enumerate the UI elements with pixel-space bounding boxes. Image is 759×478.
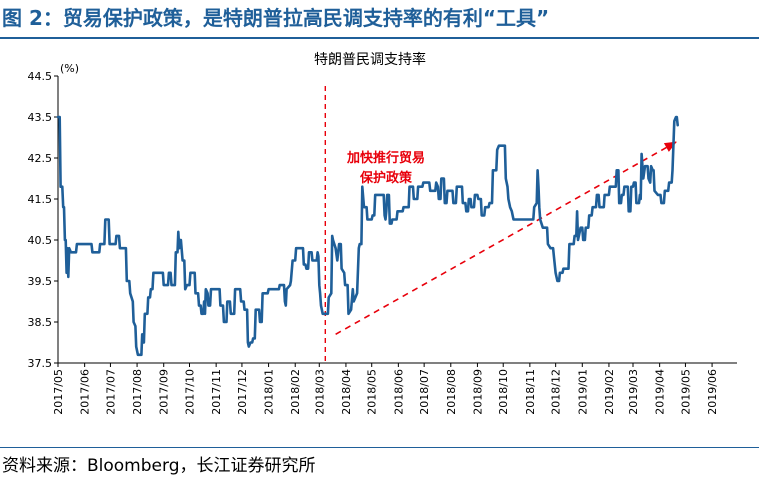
- x-tick-label: 2018/03: [313, 369, 326, 415]
- y-tick-label: 40.5: [28, 234, 53, 247]
- x-tick-label: 2017/08: [131, 369, 144, 415]
- x-tick-label: 2018/10: [497, 369, 510, 415]
- y-axis-unit: (%): [60, 62, 79, 75]
- x-tick-label: 2018/11: [524, 369, 537, 415]
- y-tick-label: 43.5: [28, 111, 53, 124]
- source-rule: [0, 447, 759, 448]
- x-tick-label: 2017/07: [104, 369, 117, 415]
- x-tick-label: 2018/12: [550, 369, 563, 415]
- chart-title: 特朗普民调支持率: [314, 51, 426, 68]
- y-tick-label: 42.5: [28, 152, 53, 165]
- x-tick-label: 2019/05: [679, 369, 692, 415]
- x-tick-label: 2018/08: [445, 369, 458, 415]
- data-source: 资料来源：Bloomberg，长江证券研究所: [2, 456, 316, 476]
- y-axis: 37.5 38.5 39.5 40.5 41.5 42.5 43.5 44.5: [28, 70, 59, 370]
- x-tick-label: 2017/05: [52, 369, 65, 415]
- y-tick-label: 37.5: [28, 357, 53, 370]
- x-tick-label: 2019/02: [603, 369, 616, 415]
- x-tick-label: 2018/05: [366, 369, 379, 415]
- x-tick-label: 2019/06: [706, 369, 719, 415]
- x-tick-label: 2017/06: [79, 369, 92, 415]
- x-tick-label: 2017/09: [158, 369, 171, 415]
- x-tick-label: 2017/11: [210, 369, 223, 415]
- x-tick-label: 2018/09: [471, 369, 484, 415]
- x-tick-label: 2018/07: [418, 369, 431, 415]
- approval-rating-chart: 特朗普民调支持率 (%) 37.5 38.5 39.5 40.5 41.5 42.5 43.…: [28, 51, 737, 415]
- x-tick-label: 2017/12: [236, 369, 249, 415]
- figure-title: 图 2：贸易保护政策，是特朗普拉高民调支持率的有利“工具”: [2, 6, 550, 30]
- x-tick-label: 2018/02: [289, 369, 302, 415]
- x-tick-label: 2018/04: [340, 369, 353, 415]
- title-rule: [0, 37, 759, 39]
- x-tick-label: 2019/01: [576, 369, 589, 415]
- policy-annotation-text: 保护政策: [359, 170, 413, 186]
- y-tick-label: 39.5: [28, 275, 53, 288]
- trend-arrow-head: [663, 141, 677, 152]
- y-tick-label: 44.5: [28, 70, 53, 83]
- series-line: [56, 115, 680, 357]
- x-tick-label: 2019/03: [627, 369, 640, 415]
- policy-annotation-text: 加快推行贸易: [346, 150, 425, 166]
- x-axis: 2017/05 2017/06 2017/07 2017/08 2017/09 2017/…: [52, 362, 737, 415]
- x-tick-label: 2018/06: [392, 369, 405, 415]
- x-tick-label: 2019/04: [654, 369, 667, 415]
- y-tick-label: 41.5: [28, 193, 53, 206]
- x-tick-label: 2017/10: [184, 369, 197, 415]
- plot-series: [56, 115, 680, 357]
- x-tick-label: 2018/01: [263, 369, 276, 415]
- y-tick-label: 38.5: [28, 316, 53, 329]
